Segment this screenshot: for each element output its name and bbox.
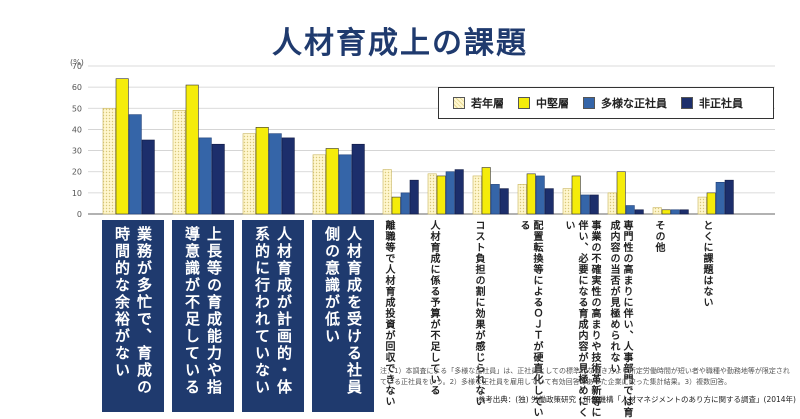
bar-young-6 [472, 175, 482, 215]
bar-nonregular-11 [724, 179, 734, 215]
y-tick-label: 60 [72, 83, 82, 92]
category-label-turnover: 離職等で人材育成投資が回収できない [383, 220, 394, 407]
bar-diverse-7 [535, 175, 545, 215]
legend-label-young: 若年層 [471, 97, 504, 110]
bar-diverse-5 [445, 171, 455, 215]
y-tick-label: 40 [72, 125, 82, 134]
bar-diverse-8 [580, 194, 590, 215]
legend-label-mid: 中堅層 [536, 97, 569, 110]
bar-young-4 [382, 169, 392, 215]
bar-mid-5 [436, 175, 446, 215]
bar-nonregular-2 [281, 137, 295, 215]
bar-young-5 [427, 173, 437, 215]
chart-title: 人材育成上の課題 [272, 26, 528, 61]
footnote: 注：1）本調査による「多様な正社員」は、正社員としての標準的な働き方より所定労働… [380, 367, 790, 386]
bar-nonregular-7 [544, 188, 554, 215]
bar-diverse-2 [268, 133, 282, 215]
bar-young-3 [312, 154, 326, 215]
category-label-none: とくに課題はない [701, 220, 712, 308]
y-tick-label: 10 [72, 189, 82, 198]
bar-nonregular-4 [409, 179, 419, 215]
bar-diverse-11 [715, 181, 725, 215]
category-label-specialization: 専門性の高まりに伴い、人事部門では育成内容の当否が見極められない [608, 220, 632, 418]
bar-diverse-0 [128, 114, 142, 215]
bar-mid-10 [661, 209, 671, 215]
bar-mid-3 [325, 148, 339, 215]
legend-swatch-nonregular [681, 97, 693, 109]
bar-nonregular-1 [211, 143, 225, 215]
y-tick-label: 50 [72, 104, 82, 113]
bar-diverse-4 [400, 192, 410, 215]
bar-diverse-10 [670, 209, 680, 215]
bar-mid-11 [706, 192, 716, 215]
bar-young-0 [102, 107, 116, 215]
legend-item-diverse: 多様な正社員 [583, 95, 667, 111]
bar-nonregular-0 [141, 139, 155, 215]
bar-diverse-1 [198, 137, 212, 215]
bar-young-10 [652, 207, 662, 215]
y-axis-unit: (%) [70, 58, 84, 67]
bar-nonregular-6 [499, 188, 509, 215]
legend-item-nonregular: 非正社員 [681, 95, 743, 111]
legend-swatch-diverse [583, 97, 595, 109]
bar-mid-1 [185, 84, 199, 215]
bar-mid-2 [255, 127, 269, 215]
bar-nonregular-8 [589, 194, 599, 215]
bar-nonregular-5 [454, 169, 464, 215]
category-label-supervisor: 上長等の育成能力や指導意識が不足している [172, 220, 234, 412]
bar-diverse-9 [625, 205, 635, 215]
legend-label-nonregular: 非正社員 [699, 97, 743, 110]
y-tick-label: 70 [72, 62, 82, 71]
y-tick-label: 30 [72, 147, 82, 156]
legend-item-young: 若年層 [453, 95, 504, 111]
category-label-cost: コスト負担の割に効果が感じられない [473, 220, 484, 407]
bar-mid-9 [616, 171, 626, 215]
category-label-uncertainty: 事業の不確実性の高まりや技術革新等に伴い、必要になる育成内容が見極めにくい [563, 220, 600, 418]
bar-nonregular-10 [679, 209, 689, 215]
bar-nonregular-3 [351, 143, 365, 215]
bar-diverse-3 [338, 154, 352, 215]
bar-young-11 [697, 196, 707, 215]
category-label-busy: 業務が多忙で、育成の時間的な余裕がない [102, 220, 164, 412]
category-label-unplanned: 人材育成が計画的・体系的に行われていない [242, 220, 304, 412]
bar-young-7 [517, 184, 527, 215]
bar-nonregular-9 [634, 209, 644, 215]
bar-young-2 [242, 133, 256, 215]
bar-young-9 [607, 192, 617, 215]
category-label-other: その他 [653, 220, 664, 253]
legend: 若年層 中堅層 多様な正社員 非正社員 [438, 87, 774, 119]
legend-label-diverse: 多様な正社員 [601, 97, 667, 110]
bar-mid-8 [571, 175, 581, 215]
y-tick-label: 0 [77, 210, 82, 219]
bar-mid-7 [526, 173, 536, 215]
bar-young-1 [172, 110, 186, 215]
category-label-awareness: 人材育成を受ける社員側の意識が低い [312, 220, 374, 412]
bar-young-8 [562, 188, 572, 215]
bar-mid-4 [391, 196, 401, 215]
category-label-ojt: 配置転換等によるＯＪＴが硬直化している [518, 220, 542, 418]
legend-item-mid: 中堅層 [518, 95, 569, 111]
bar-mid-0 [115, 78, 129, 215]
y-tick-label: 20 [72, 168, 82, 177]
source-citation: 参考出典：(独) 労働政策研究・研修機構「人材マネジメントのあり方に関する調査」… [477, 395, 796, 404]
bar-mid-6 [481, 167, 491, 215]
bar-diverse-6 [490, 184, 500, 215]
legend-swatch-young [453, 97, 465, 109]
category-label-budget: 人材育成に係る予算が不足している [428, 220, 439, 396]
legend-swatch-mid [518, 97, 530, 109]
